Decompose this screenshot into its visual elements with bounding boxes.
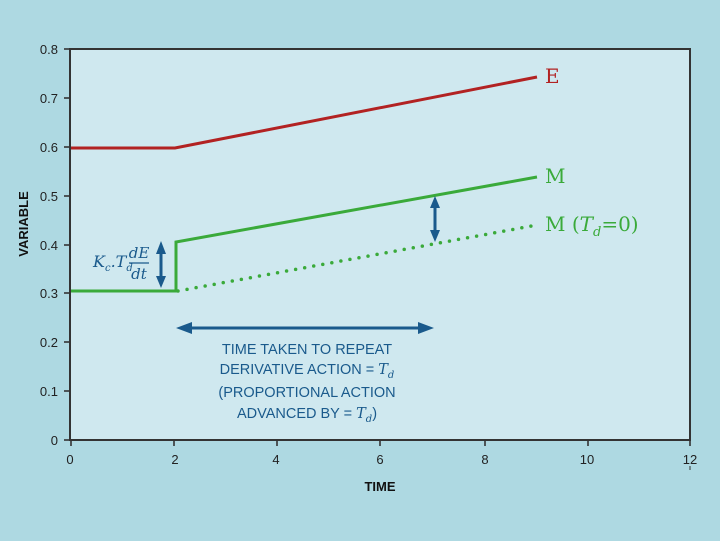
y-tick-label: 0: [51, 433, 58, 448]
gap-arrow: [430, 196, 440, 242]
y-axis-label: VARIABLE: [16, 191, 31, 257]
x-tick-label: 0: [66, 452, 73, 467]
arrow-down-icon: [156, 276, 166, 288]
arrow-up-icon: [430, 196, 440, 208]
derivative-kick-annotation: Kc.Td dE dt: [92, 241, 166, 288]
x-tick-label: 6: [376, 452, 383, 467]
series-m-label: M: [545, 164, 565, 188]
repeat-time-annotation: TIME TAKEN TO REPEAT DERIVATIVE ACTION =…: [218, 342, 395, 425]
x-axis-label: TIME: [364, 479, 395, 494]
x-tick-label: 4: [272, 452, 279, 467]
x-tick-label: 12: [683, 452, 697, 467]
arrow-left-icon: [176, 322, 192, 334]
series-m-line: [71, 175, 538, 293]
kick-numerator: dE: [129, 244, 150, 262]
series-e-line: [71, 75, 538, 150]
arrow-right-icon: [418, 322, 434, 334]
series-m0-line: [176, 223, 539, 293]
x-tick-labels: 0 2 4 6 8 10 12: [66, 452, 697, 467]
series-e-label: E: [545, 64, 560, 88]
y-tick-label: 0.6: [40, 140, 58, 155]
y-tick-label: 0.3: [40, 286, 58, 301]
plot-area: [69, 48, 691, 441]
kick-denominator: dt: [131, 265, 148, 283]
y-tick-label: 0.1: [40, 384, 58, 399]
annotation-line-4: ADVANCED BY = Td): [237, 406, 377, 425]
x-tick-label: 10: [580, 452, 594, 467]
y-tick-label: 0.4: [40, 238, 58, 253]
repeat-time-arrow: [176, 322, 434, 334]
annotation-line-3: (PROPORTIONAL ACTION: [218, 385, 395, 401]
arrow-down-icon: [430, 230, 440, 242]
x-tick-label: 2: [171, 452, 178, 467]
series-m0-label: M (Td=0): [545, 212, 639, 240]
kick-formula: Kc.Td: [92, 252, 133, 274]
y-tick-label: 0.2: [40, 335, 58, 350]
x-ticks: [70, 440, 691, 446]
annotation-line-2: DERIVATIVE ACTION = Td: [220, 362, 395, 381]
arrow-up-icon: [156, 241, 166, 254]
y-tick-labels: 0 0.1 0.2 0.3 0.4 0.5 0.6 0.7 0.8: [40, 42, 58, 448]
y-tick-label: 0.7: [40, 91, 58, 106]
annotation-line-1: TIME TAKEN TO REPEAT: [222, 342, 392, 358]
y-tick-label: 0.5: [40, 189, 58, 204]
y-tick-label: 0.8: [40, 42, 58, 57]
y-ticks: [64, 48, 70, 441]
x-tick-label: 8: [481, 452, 488, 467]
